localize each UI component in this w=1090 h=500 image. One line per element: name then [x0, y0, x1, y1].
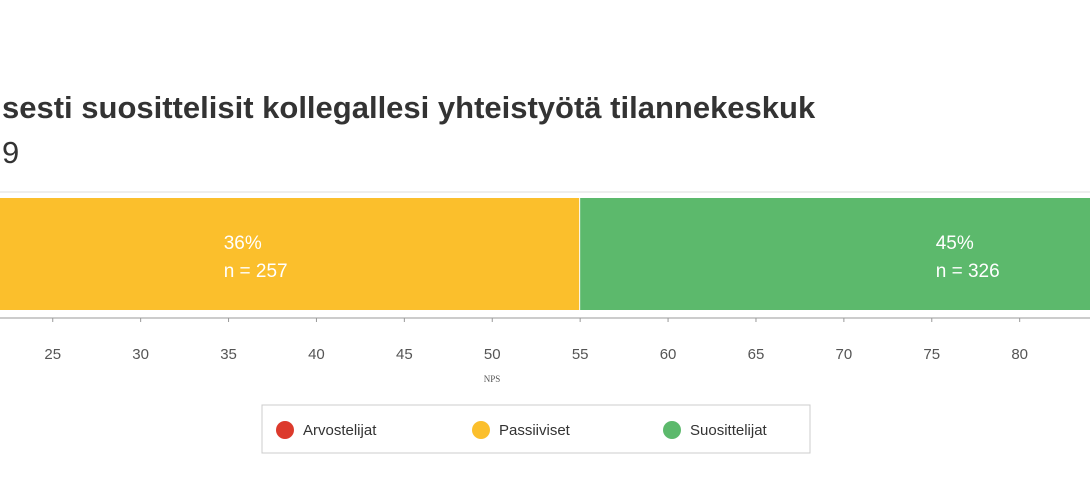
x-tick-label: 35 [220, 346, 237, 363]
bar-segment [580, 198, 1090, 310]
x-tick-label: 40 [308, 346, 325, 363]
legend-label: Arvostelijat [303, 422, 377, 439]
x-tick-label: 60 [660, 346, 677, 363]
x-tick-label: 80 [1011, 346, 1028, 363]
legend-swatch [472, 421, 490, 439]
value-label: 45% [936, 233, 974, 254]
count-label: n = 326 [936, 261, 1000, 282]
chart-title: sesti suosittelisit kollegallesi yhteist… [2, 90, 816, 125]
x-tick-label: 50 [484, 346, 501, 363]
bar-segment [0, 198, 581, 310]
bars: 36% n = 257 45% n = 326 [0, 198, 1090, 310]
count-label: n = 257 [224, 261, 288, 282]
x-axis-label: NPS [484, 374, 501, 384]
x-tick-label: 55 [572, 346, 589, 363]
legend-box [261, 404, 811, 454]
x-tick-label: 65 [748, 346, 765, 363]
value-label: 36% [224, 233, 262, 254]
legend-swatch [663, 421, 681, 439]
legend-swatch [276, 421, 294, 439]
x-tick-label: 70 [836, 346, 853, 363]
x-tick-label: 75 [923, 346, 940, 363]
x-tick-label: 30 [132, 346, 149, 363]
legend-label: Suosittelijat [690, 422, 768, 439]
chart-subtitle: 9 [2, 135, 19, 170]
legend-label: Passiiviset [499, 422, 571, 439]
x-tick-label: 25 [44, 346, 61, 363]
x-tick-label: 45 [396, 346, 413, 363]
